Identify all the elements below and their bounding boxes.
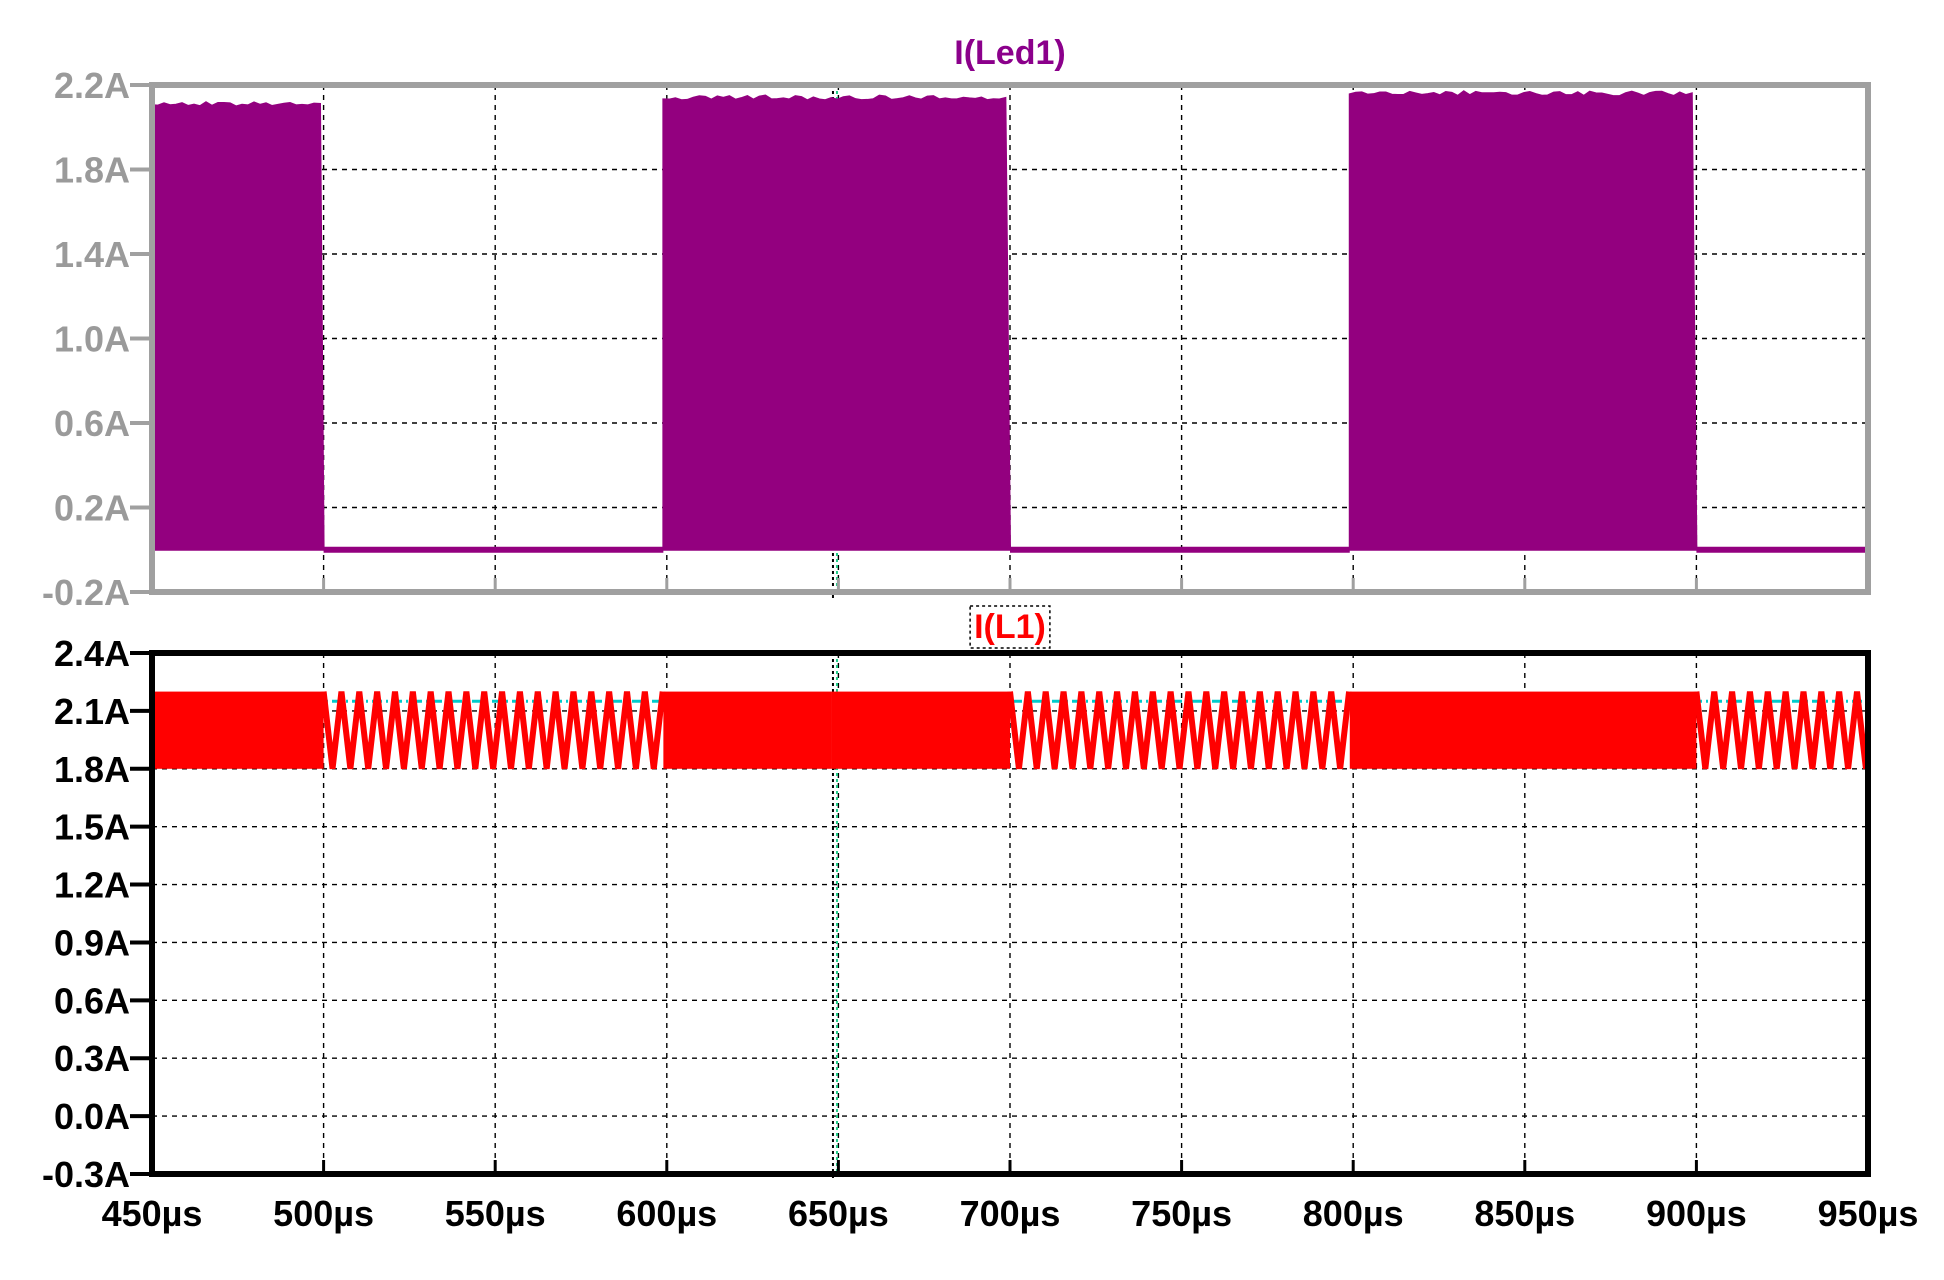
plot1-switching-block-4	[1348, 90, 1698, 551]
plot2-dense-band-1	[663, 691, 832, 769]
plot2-ytick-label-8: 2.1A	[54, 691, 130, 732]
plot1-frame	[149, 82, 1871, 595]
plot1-switching-block-0	[151, 101, 325, 551]
plot2-ytick-label-7: 1.8A	[54, 749, 130, 790]
plot2-xtick-label-7: 800µs	[1303, 1193, 1404, 1234]
plot1-ytick-label-0: -0.2A	[42, 572, 130, 613]
plot2-ytick-label-0: -0.3A	[42, 1154, 130, 1195]
plot2-ytick-label-1: 0.0A	[54, 1096, 130, 1137]
frame-layer	[130, 82, 1871, 1177]
plot1-ytick-label-4: 1.4A	[54, 234, 130, 275]
plot1-ytick-label-6: 2.2A	[54, 65, 130, 106]
plot2-xtick-label-4: 650µs	[788, 1193, 889, 1234]
plot2-xtick-label-9: 900µs	[1646, 1193, 1747, 1234]
plot1-ytick-label-2: 0.6A	[54, 403, 130, 444]
plot2-xtick-label-1: 500µs	[273, 1193, 374, 1234]
plot1-switching-block-2	[662, 94, 1012, 551]
plot1-title[interactable]: I(Led1)	[954, 34, 1065, 72]
plot2-xtick-label-5: 700µs	[960, 1193, 1061, 1234]
plot2-ytick-label-6: 1.5A	[54, 807, 130, 848]
plot2-ytick-label-9: 2.4A	[54, 633, 130, 674]
plot2-sawtooth-1	[1007, 691, 1353, 770]
plot1-ytick-label-3: 1.0A	[54, 319, 130, 360]
plot2-ytick-label-4: 0.9A	[54, 922, 130, 963]
plot2-title-box	[969, 605, 1051, 649]
plot1-ytick-label-1: 0.2A	[54, 488, 130, 529]
plot2-xtick-label-3: 600µs	[616, 1193, 717, 1234]
plot2-xtick-label-8: 850µs	[1474, 1193, 1575, 1234]
plot1-ytick-label-5: 1.8A	[54, 150, 130, 191]
plot2-frame	[149, 650, 1871, 1177]
plot2-ytick-label-5: 1.2A	[54, 865, 130, 906]
plot2-dense-band-3	[1349, 691, 1697, 769]
plot2-sawtooth-2	[1693, 691, 1869, 770]
data-layer	[151, 85, 1869, 1180]
plot2-xtick-label-2: 550µs	[445, 1193, 546, 1234]
plot2-dense-band-0	[152, 691, 324, 769]
plot2-ytick-label-2: 0.3A	[54, 1038, 130, 1079]
plot2-title[interactable]: I(L1)	[974, 608, 1046, 646]
plot2-sawtooth-0	[320, 691, 666, 770]
plot2-ytick-label-3: 0.6A	[54, 980, 130, 1021]
labels-layer: I(Led1) I(L1) -0.2A 0.2A 0.6A 1.0A 1.4A 1.8A 2…	[42, 34, 1918, 1234]
plot2-xtick-label-0: 450µs	[102, 1193, 203, 1234]
plot2-dense-band-2	[831, 691, 1010, 769]
plot2-xtick-label-6: 750µs	[1131, 1193, 1232, 1234]
plot2-xtick-label-10: 950µs	[1818, 1193, 1919, 1234]
